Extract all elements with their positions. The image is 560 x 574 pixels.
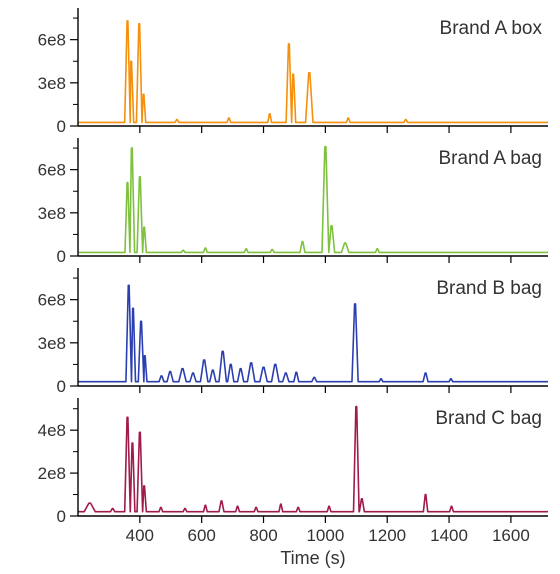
y-tick-label: 4e8: [38, 421, 66, 440]
y-tick-label: 6e8: [38, 161, 66, 180]
x-tick-label: 1600: [492, 526, 530, 545]
chromatogram-figure: 0 3e8 6e8 Brand A box 0 3e8 6e8 Brand A bag 0 3e8…: [0, 0, 560, 574]
chart-svg: 0 3e8 6e8 Brand A box 0 3e8 6e8 Brand A bag 0 3e8…: [0, 0, 560, 574]
panel-label: Brand B bag: [436, 278, 542, 299]
y-tick-label: 3e8: [38, 74, 66, 93]
y-tick-label: 0: [57, 507, 66, 526]
y-tick-label: 6e8: [38, 31, 66, 50]
x-tick-label: 1200: [368, 526, 406, 545]
y-tick-label: 3e8: [38, 204, 66, 223]
y-tick-label: 2e8: [38, 464, 66, 483]
y-tick-label: 0: [57, 247, 66, 266]
y-tick-label: 3e8: [38, 334, 66, 353]
x-tick-label: 600: [187, 526, 215, 545]
y-tick-label: 0: [57, 377, 66, 396]
y-tick-label: 6e8: [38, 291, 66, 310]
x-tick-label: 800: [249, 526, 277, 545]
x-tick-label: 1400: [430, 526, 468, 545]
x-axis-label: Time (s): [280, 548, 345, 568]
x-tick-label: 1000: [306, 526, 344, 545]
panel-label: Brand C bag: [435, 408, 542, 429]
panel-label: Brand A box: [440, 18, 543, 39]
y-tick-label: 0: [57, 117, 66, 136]
panel-label: Brand A bag: [438, 148, 542, 169]
x-tick-label: 400: [126, 526, 154, 545]
